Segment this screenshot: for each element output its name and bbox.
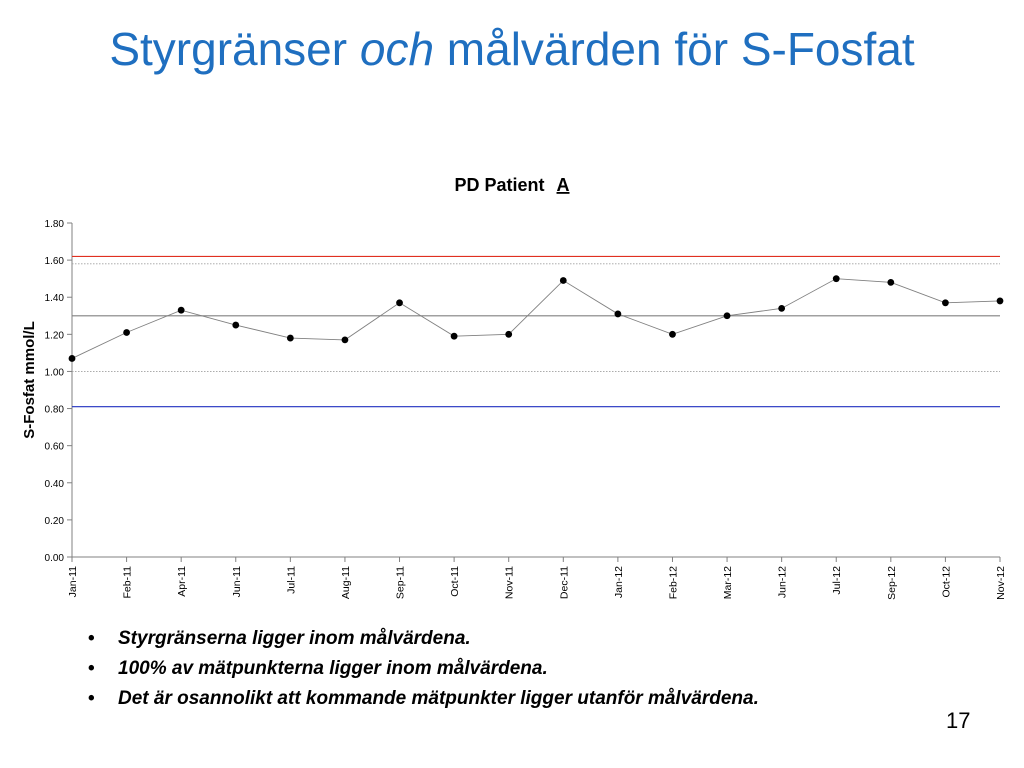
bullet-text: Det är osannolikt att kommande mätpunkte… bbox=[118, 688, 759, 709]
reference-lines bbox=[72, 255, 1000, 408]
x-tick-label: Jun-11 bbox=[231, 566, 243, 597]
x-tick-label: Sep-11 bbox=[395, 566, 407, 599]
bullet-item: • Styrgränserna ligger inom målvärdena. bbox=[88, 624, 759, 654]
chart-title-underlined: A bbox=[557, 175, 570, 195]
x-tick-label: Nov-12 bbox=[995, 566, 1007, 600]
bullet-list: • Styrgränserna ligger inom målvärdena. •… bbox=[88, 624, 759, 714]
y-tick-label: 1.40 bbox=[45, 293, 65, 304]
y-tick-label: 0.40 bbox=[45, 479, 65, 490]
y-tick-label: 0.60 bbox=[45, 442, 65, 453]
chart-title: PD Patient A bbox=[454, 175, 569, 195]
bullet-text: Styrgränserna ligger inom målvärdena. bbox=[118, 628, 471, 649]
y-tick-label: 1.80 bbox=[45, 219, 65, 230]
x-tick-label: Feb-11 bbox=[122, 566, 134, 599]
slide-title: Styrgränser och målvärden för S-Fosfat bbox=[0, 22, 1024, 76]
bullet-item: • Det är osannolikt att kommande mätpunkt… bbox=[88, 684, 759, 714]
x-tick-label: Jul-12 bbox=[831, 566, 843, 595]
y-tick-label: 1.00 bbox=[45, 367, 65, 378]
data-point bbox=[559, 277, 567, 284]
x-tick-label: Oct-11 bbox=[449, 566, 461, 597]
x-tick-label: Nov-11 bbox=[504, 566, 516, 599]
data-point bbox=[778, 304, 786, 312]
data-point bbox=[286, 334, 294, 342]
data-point bbox=[123, 329, 130, 336]
title-part2: målvärden för S-Fosfat bbox=[434, 23, 915, 75]
series-group bbox=[68, 275, 1004, 362]
x-tick-label: Apr-11 bbox=[176, 566, 188, 597]
title-part1: Styrgränser bbox=[109, 23, 360, 75]
y-tick-label: 0.20 bbox=[45, 516, 65, 527]
data-point bbox=[887, 278, 895, 286]
data-point bbox=[177, 306, 185, 314]
data-point bbox=[723, 312, 731, 320]
line-chart: PD Patient A S-Fosfat mmol/L 0.00 0.20 0.40… bbox=[21, 175, 1007, 600]
x-tick-label: Jan-12 bbox=[613, 566, 625, 598]
data-point bbox=[341, 336, 349, 344]
x-tick-label: Dec-11 bbox=[558, 566, 570, 599]
bullet-icon: • bbox=[88, 628, 95, 649]
x-tick-label: Oct-12 bbox=[940, 566, 952, 598]
bullet-item: • 100% av mätpunkterna ligger inom målvär… bbox=[88, 654, 759, 684]
y-axis-label: S-Fosfat mmol/L bbox=[21, 321, 38, 439]
data-point bbox=[832, 275, 840, 283]
data-point bbox=[505, 330, 513, 338]
y-tick-label: 1.20 bbox=[45, 330, 65, 341]
x-tick-label: Sep-12 bbox=[886, 566, 898, 600]
data-point bbox=[669, 330, 676, 338]
series-line bbox=[71, 278, 1001, 359]
data-point bbox=[942, 299, 949, 307]
data-point bbox=[614, 310, 622, 318]
bullet-text: 100% av mätpunkterna ligger inom målvärd… bbox=[118, 658, 548, 679]
y-tick-label: 0.80 bbox=[45, 405, 65, 416]
data-point bbox=[450, 332, 458, 340]
bullet-icon: • bbox=[88, 658, 95, 679]
chart-axes: 0.00 0.20 0.40 0.60 0.80 1.00 1.20 1.40 1.60 1.80… bbox=[45, 219, 1007, 600]
data-point bbox=[396, 299, 403, 307]
x-tick-label: Mar-12 bbox=[722, 566, 734, 599]
bullet-icon: • bbox=[88, 688, 95, 709]
page-number: 17 bbox=[946, 708, 971, 733]
x-tick-label: Jul-11 bbox=[285, 566, 297, 594]
x-tick-label: Jan-11 bbox=[67, 566, 79, 597]
data-point bbox=[996, 297, 1004, 305]
title-italic: och bbox=[359, 23, 435, 75]
x-tick-label: Feb-12 bbox=[667, 566, 679, 599]
x-tick-label: Aug-11 bbox=[340, 566, 352, 599]
data-point bbox=[232, 321, 240, 329]
data-point bbox=[68, 355, 76, 362]
y-tick-label: 1.60 bbox=[45, 256, 65, 267]
chart-title-text: PD Patient bbox=[454, 175, 544, 195]
x-tick-label: Jun-12 bbox=[777, 566, 789, 598]
y-tick-label: 0.00 bbox=[45, 553, 65, 564]
